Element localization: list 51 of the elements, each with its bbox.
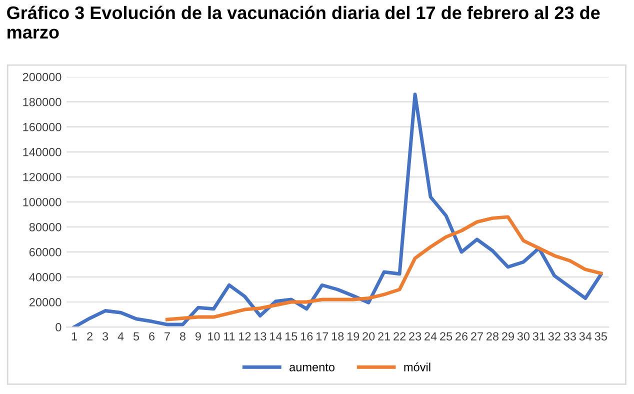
x-tick-label: 18 xyxy=(332,332,344,341)
x-tick-label: 15 xyxy=(285,332,298,341)
y-tick-label: 20000 xyxy=(29,298,62,306)
x-tick-label: 23 xyxy=(409,332,422,341)
x-tick-label: 30 xyxy=(517,332,530,341)
x-tick-label: 12 xyxy=(239,332,251,340)
y-tick-label: 40000 xyxy=(29,273,62,282)
x-tick-label: 19 xyxy=(347,332,360,341)
y-tick-label: 0 xyxy=(56,323,62,332)
x-tick-label: 28 xyxy=(486,332,499,341)
x-tick-label: 14 xyxy=(270,332,282,340)
x-tick-label: 32 xyxy=(548,332,560,341)
legend-label: móvil xyxy=(404,362,430,372)
x-tick-label: 3 xyxy=(102,332,108,341)
x-tick-label: 16 xyxy=(300,332,313,341)
x-tick-label: 4 xyxy=(118,332,124,340)
x-tick-label: 29 xyxy=(502,332,514,341)
y-tick-label: 120000 xyxy=(23,172,62,182)
x-tick-label: 35 xyxy=(594,332,607,341)
y-tick-label: 80000 xyxy=(29,222,62,232)
y-tick-label: 160000 xyxy=(23,122,62,132)
x-tick-label: 13 xyxy=(254,332,266,341)
x-tick-label: 31 xyxy=(532,332,545,341)
x-tick-label: 25 xyxy=(440,332,452,341)
chart-title: Gráfico 3 Evolución de la vacunación diaria del 17 de febrero al 23 de marzo xyxy=(7,6,600,39)
y-tick-label: 100000 xyxy=(23,198,62,206)
x-tick-label: 8 xyxy=(180,332,186,341)
x-tick-label: 11 xyxy=(224,332,235,340)
legend-label: aumento xyxy=(290,364,335,372)
line-series xyxy=(166,215,603,322)
x-tick-label: 6 xyxy=(149,332,155,341)
x-tick-label: 10 xyxy=(208,332,220,341)
y-tick-label: 140000 xyxy=(23,148,62,156)
x-tick-label: 26 xyxy=(456,332,468,341)
x-tick-label: 1 xyxy=(72,332,78,340)
x-tick-label: 20 xyxy=(362,332,375,341)
x-tick-label: 2 xyxy=(87,332,92,340)
x-tick-label: 5 xyxy=(133,332,140,341)
x-tick-label: 21 xyxy=(378,332,390,340)
x-tick-label: 33 xyxy=(564,332,576,341)
x-tick-label: 27 xyxy=(471,332,483,340)
x-tick-label: 22 xyxy=(394,332,406,340)
x-tick-label: 34 xyxy=(579,332,592,341)
x-tick-label: 7 xyxy=(164,332,170,340)
y-tick-label: 60000 xyxy=(29,248,62,256)
x-tick-label: 9 xyxy=(195,332,201,341)
y-tick-label: 180000 xyxy=(23,98,62,106)
x-tick-label: 24 xyxy=(424,332,437,340)
line-series xyxy=(72,92,603,328)
x-tick-label: 17 xyxy=(316,332,328,340)
y-tick-label: 200000 xyxy=(22,72,62,82)
